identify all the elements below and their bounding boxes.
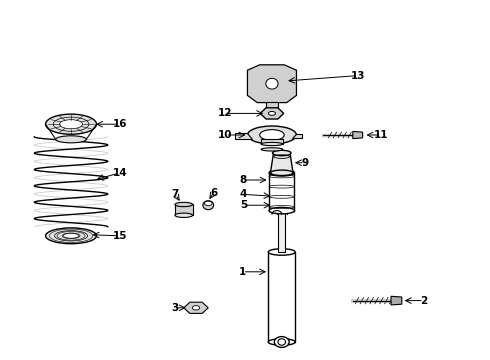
- Ellipse shape: [272, 150, 291, 156]
- Text: 14: 14: [113, 168, 127, 178]
- Bar: [269, 173, 294, 211]
- Ellipse shape: [175, 202, 193, 207]
- Text: 9: 9: [301, 158, 308, 168]
- Text: 11: 11: [374, 130, 389, 140]
- Text: 5: 5: [240, 200, 247, 210]
- Polygon shape: [235, 133, 252, 139]
- Text: 7: 7: [172, 189, 179, 199]
- Ellipse shape: [46, 114, 97, 134]
- Ellipse shape: [268, 339, 295, 345]
- Ellipse shape: [204, 201, 212, 206]
- Ellipse shape: [192, 306, 200, 310]
- Polygon shape: [260, 108, 284, 119]
- Text: 13: 13: [350, 71, 365, 81]
- Ellipse shape: [278, 339, 286, 345]
- Ellipse shape: [269, 170, 294, 176]
- Polygon shape: [292, 134, 302, 138]
- Polygon shape: [247, 65, 296, 103]
- Text: 1: 1: [239, 267, 246, 277]
- Ellipse shape: [247, 126, 296, 144]
- Text: 15: 15: [113, 231, 127, 241]
- Ellipse shape: [203, 201, 214, 210]
- Text: 2: 2: [420, 296, 427, 306]
- Text: 8: 8: [239, 175, 246, 185]
- Bar: [261, 139, 283, 144]
- Polygon shape: [184, 302, 208, 314]
- Ellipse shape: [274, 337, 289, 347]
- Bar: [278, 211, 285, 252]
- Text: 16: 16: [113, 119, 127, 129]
- Ellipse shape: [60, 120, 82, 129]
- Text: 12: 12: [218, 108, 233, 118]
- Bar: [266, 102, 278, 110]
- Text: 10: 10: [218, 130, 233, 140]
- Bar: [175, 204, 193, 215]
- Ellipse shape: [269, 112, 275, 115]
- Polygon shape: [391, 296, 402, 305]
- Ellipse shape: [266, 78, 278, 89]
- Text: 6: 6: [210, 188, 217, 198]
- Ellipse shape: [62, 233, 80, 239]
- Ellipse shape: [269, 207, 294, 214]
- Ellipse shape: [261, 148, 283, 151]
- Text: 4: 4: [240, 189, 247, 199]
- Polygon shape: [270, 153, 293, 173]
- Ellipse shape: [270, 170, 293, 175]
- Polygon shape: [353, 131, 363, 139]
- Ellipse shape: [56, 136, 86, 143]
- Ellipse shape: [175, 213, 193, 217]
- Ellipse shape: [260, 130, 284, 140]
- Text: 3: 3: [172, 303, 178, 313]
- Ellipse shape: [261, 142, 283, 145]
- Bar: [269, 252, 295, 342]
- Ellipse shape: [46, 228, 97, 244]
- Ellipse shape: [268, 249, 295, 255]
